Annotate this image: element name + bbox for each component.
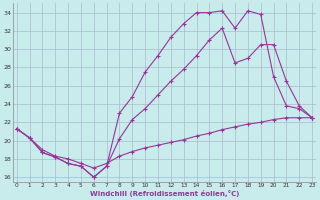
X-axis label: Windchill (Refroidissement éolien,°C): Windchill (Refroidissement éolien,°C) — [90, 190, 239, 197]
